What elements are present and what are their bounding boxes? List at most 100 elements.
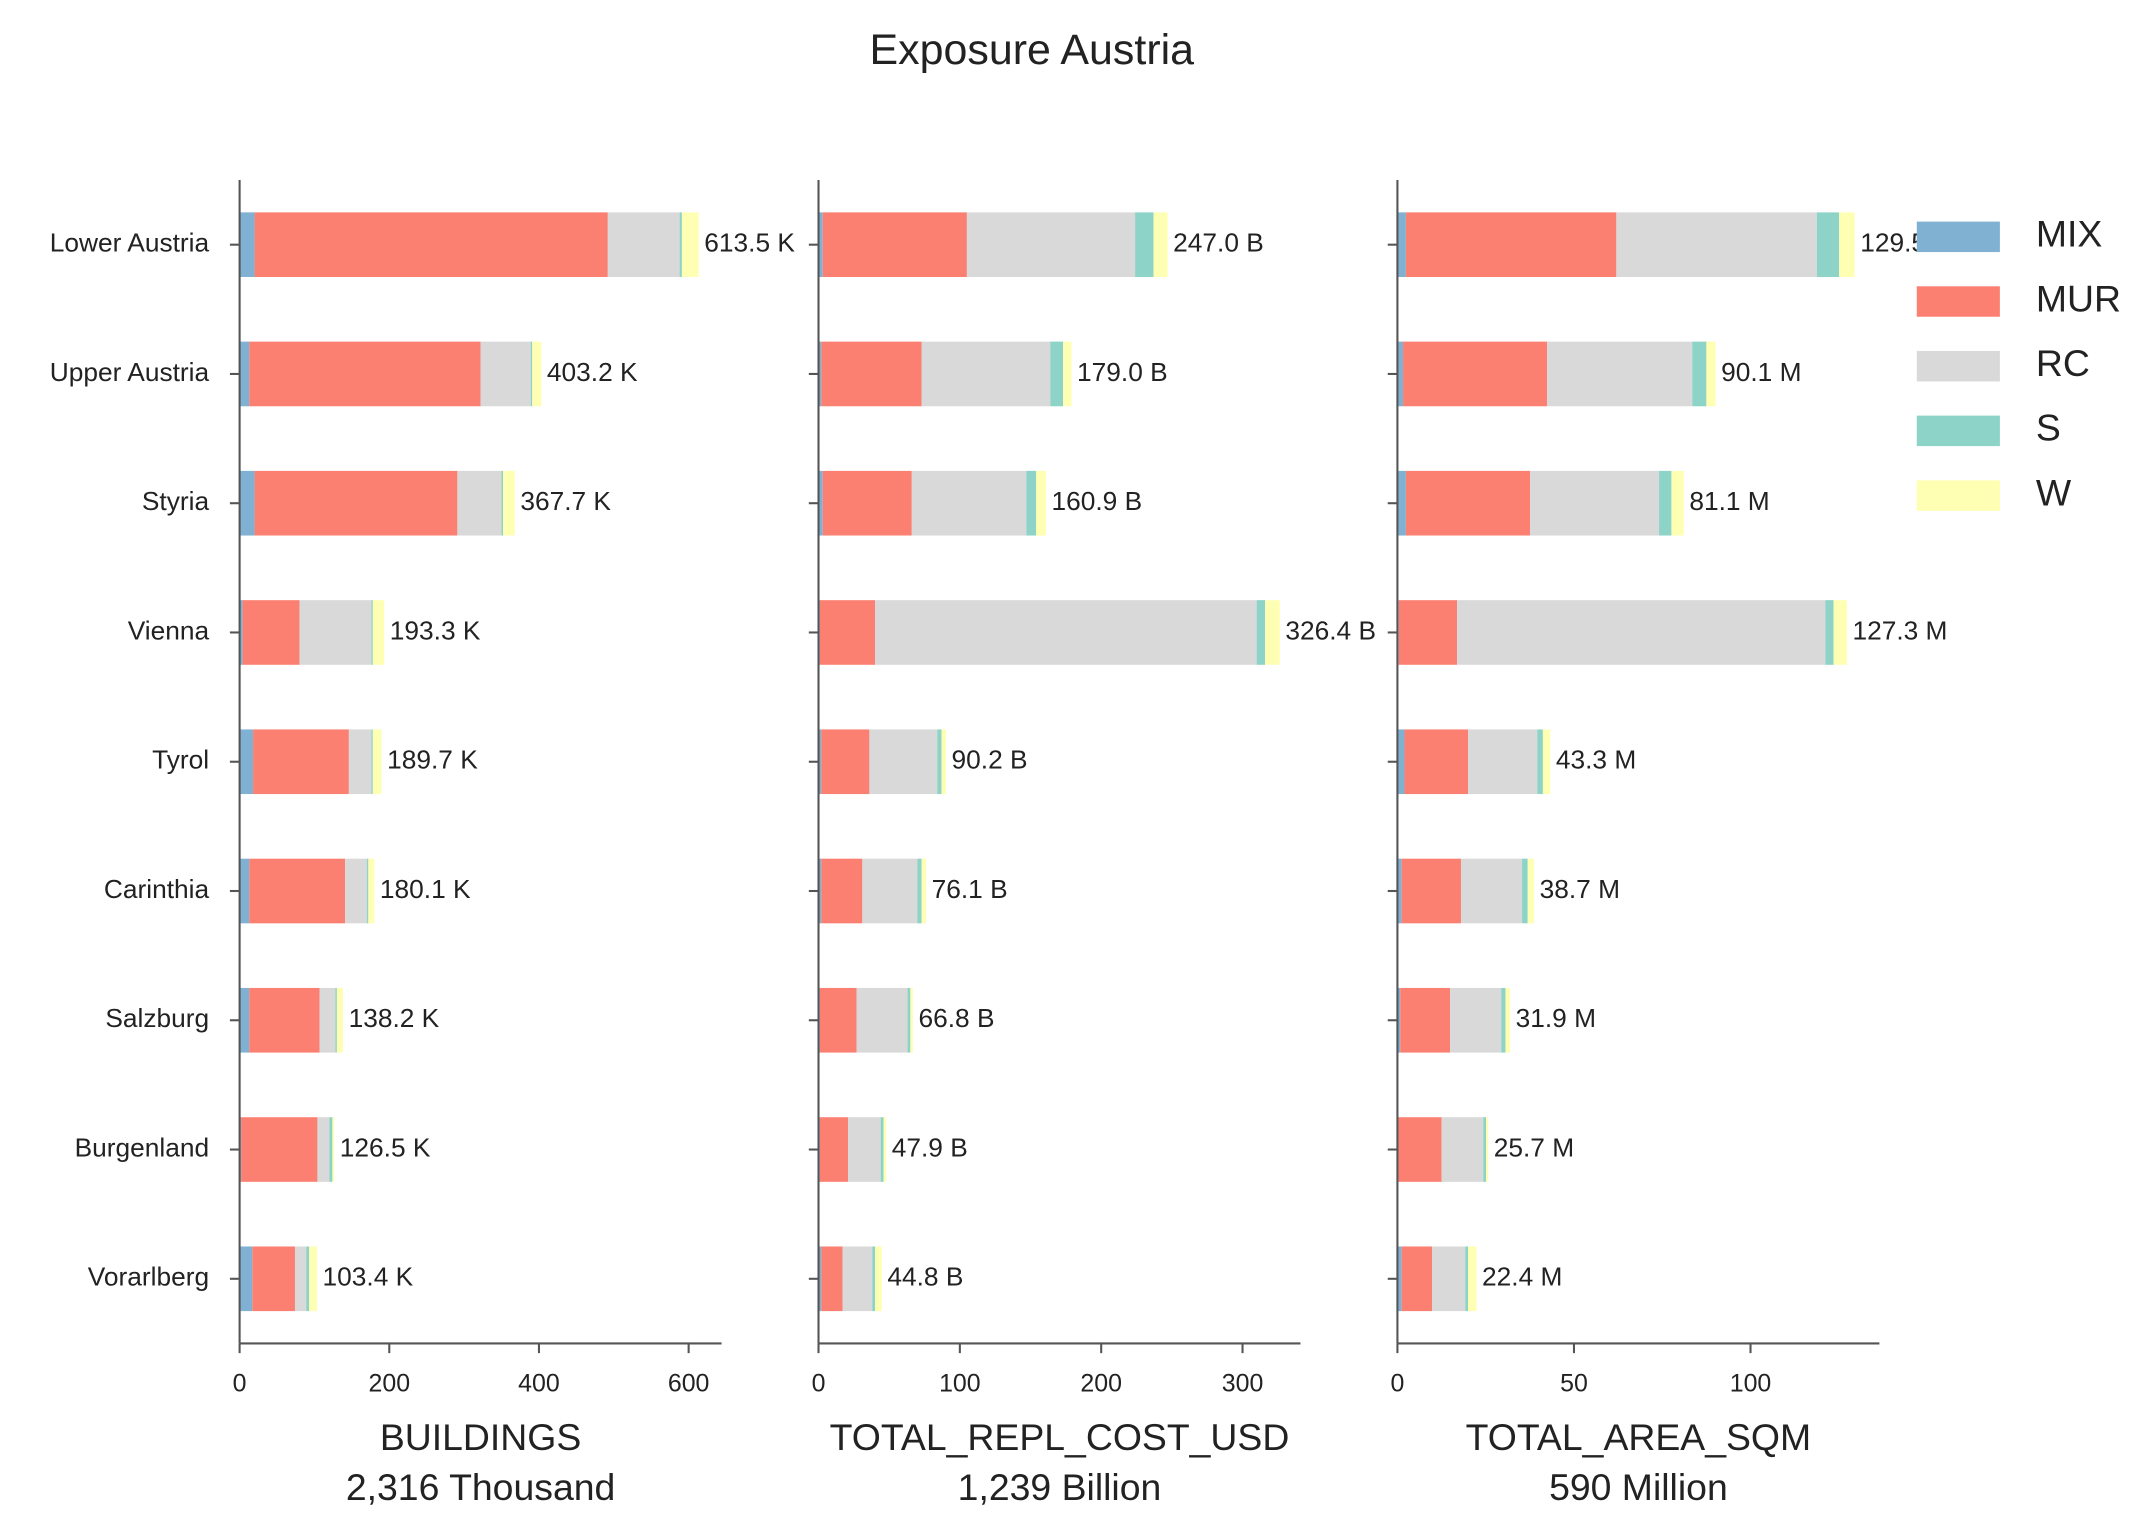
bar-segment <box>1403 341 1548 407</box>
bar-segment <box>335 987 337 1053</box>
x-axis-subtitle: 2,316 Thousand <box>346 1466 615 1508</box>
bar-segment <box>966 212 1136 278</box>
legend-label: W <box>2036 471 2072 513</box>
x-tick-label: 0 <box>812 1370 826 1398</box>
x-tick-label: 200 <box>1080 1370 1122 1398</box>
bar-segment <box>1397 729 1405 795</box>
bar-segment <box>1457 600 1826 665</box>
bar-segment <box>1405 470 1531 536</box>
bar-segment <box>1405 212 1617 278</box>
legend-label: RC <box>2036 342 2090 384</box>
bar-segment <box>1404 729 1469 795</box>
value-label: 38.7 M <box>1540 874 1620 904</box>
bar-segment <box>1450 987 1502 1053</box>
bar-segment <box>1616 212 1817 278</box>
chart-title: Exposure Austria <box>870 26 1195 74</box>
legend-swatch <box>1916 415 2000 447</box>
bar-segment <box>329 1117 333 1182</box>
bar-segment <box>1256 600 1266 665</box>
bar-segment <box>880 1117 884 1182</box>
bar-segment <box>1026 470 1037 536</box>
legend-label: MUR <box>2036 277 2121 319</box>
bar-segment <box>306 1246 310 1312</box>
value-label: 180.1 K <box>380 874 471 904</box>
value-label: 247.0 B <box>1173 228 1264 258</box>
bar-segment <box>822 212 967 278</box>
bar-segment <box>239 212 255 278</box>
bar-segment <box>1398 1117 1442 1182</box>
x-tick-label: 100 <box>1730 1370 1772 1398</box>
bar-segment <box>345 858 367 924</box>
bar-segment <box>241 1117 318 1182</box>
bar-segment <box>1505 987 1511 1053</box>
bar-segment <box>1825 600 1834 665</box>
x-axis-label: TOTAL_REPL_COST_USD <box>830 1416 1290 1458</box>
value-label: 44.8 B <box>887 1262 963 1292</box>
bar-segment <box>299 600 372 665</box>
bar-segment <box>862 858 918 924</box>
bar-segment <box>532 341 542 407</box>
value-label: 189.7 K <box>387 745 478 775</box>
bar-segment <box>1839 212 1855 278</box>
bar-segment <box>1135 212 1154 278</box>
bar-segment <box>910 987 913 1053</box>
bar-segment <box>1468 1246 1477 1312</box>
value-label: 31.9 M <box>1516 1003 1596 1033</box>
bar-segment <box>1522 858 1528 924</box>
bar-segment <box>1692 341 1707 407</box>
bar-segment <box>821 1246 843 1312</box>
bar-segment <box>309 1246 317 1312</box>
value-label: 76.1 B <box>932 874 1008 904</box>
bar-segment <box>1397 858 1402 924</box>
value-label: 613.5 K <box>704 228 795 258</box>
bar-segment <box>681 212 699 278</box>
bar-segment <box>819 1117 849 1182</box>
bar-segment <box>249 858 346 924</box>
x-tick-label: 300 <box>1222 1370 1264 1398</box>
y-tick-label: Lower Austria <box>50 228 210 258</box>
bar-segment <box>348 729 372 795</box>
bar-segment <box>872 1246 876 1312</box>
bar-segment <box>875 1246 882 1312</box>
bar-segment <box>921 341 1051 407</box>
bar-segment <box>818 341 822 407</box>
bar-segment <box>372 729 382 795</box>
legend-swatch <box>1916 286 2000 317</box>
bar-segment <box>679 212 682 278</box>
y-tick-label: Vienna <box>128 615 210 645</box>
bar-segment <box>372 600 385 665</box>
x-axis-label: BUILDINGS <box>380 1416 581 1458</box>
value-label: 47.9 B <box>892 1132 968 1162</box>
bar-segment <box>1400 987 1451 1053</box>
bar-segment <box>607 212 680 278</box>
bar-segment <box>239 858 250 924</box>
bar-segment <box>336 987 344 1053</box>
bar-segment <box>1468 729 1538 795</box>
x-tick-label: 0 <box>1390 1370 1404 1398</box>
bar-segment <box>1441 1117 1484 1182</box>
value-label: 81.1 M <box>1689 486 1769 516</box>
bar-segment <box>252 1246 295 1312</box>
bar-segment <box>821 858 863 924</box>
y-tick-label: Tyrol <box>152 745 209 775</box>
value-label: 138.2 K <box>349 1003 440 1033</box>
bar-segment <box>1398 600 1458 665</box>
bar-segment <box>1486 1117 1489 1182</box>
x-tick-label: 400 <box>518 1370 560 1398</box>
y-tick-label: Salzburg <box>105 1003 209 1033</box>
bar-segment <box>501 470 504 536</box>
bar-segment <box>907 987 911 1053</box>
bar-segment <box>1465 1246 1469 1312</box>
bar-segment <box>869 729 938 795</box>
bar-segment <box>1547 341 1693 407</box>
bar-segment <box>317 1117 330 1182</box>
bar-segment <box>911 470 1027 536</box>
y-tick-label: Vorarlberg <box>88 1262 209 1292</box>
x-tick-label: 600 <box>668 1370 710 1398</box>
bar-segment <box>941 729 947 795</box>
value-label: 160.9 B <box>1051 486 1142 516</box>
bar-segment <box>1063 341 1072 407</box>
bar-segment <box>239 987 250 1053</box>
x-tick-label: 200 <box>368 1370 410 1398</box>
